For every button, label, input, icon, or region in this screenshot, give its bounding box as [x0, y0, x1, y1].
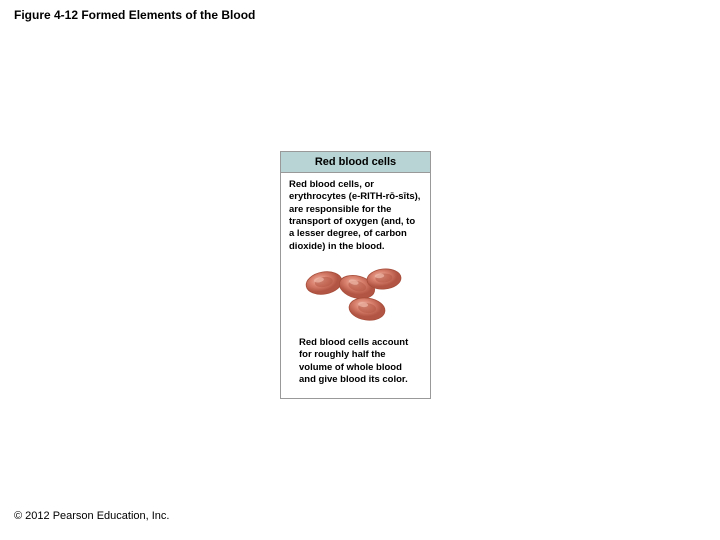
copyright: © 2012 Pearson Education, Inc.: [14, 510, 169, 522]
box-content: Red blood cells, or erythrocytes (e-RITH…: [281, 173, 430, 398]
blood-cells-illustration: [289, 257, 422, 329]
info-box: Red blood cells Red blood cells, or eryt…: [280, 151, 431, 399]
box-header: Red blood cells: [281, 152, 430, 173]
box-footer: Red blood cells account for roughly half…: [289, 333, 422, 394]
box-description: Red blood cells, or erythrocytes (e-RITH…: [289, 179, 422, 253]
figure-title: Figure 4-12 Formed Elements of the Blood: [14, 8, 255, 22]
blood-cell-icon: [348, 296, 387, 323]
blood-cell-icon: [304, 269, 343, 297]
